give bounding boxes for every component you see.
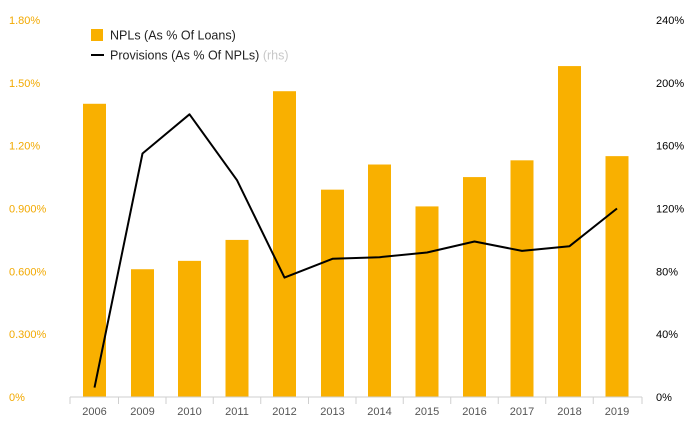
npl-bar bbox=[273, 91, 296, 397]
npl-bar bbox=[463, 177, 486, 397]
npl-bar bbox=[368, 164, 391, 397]
x-tick-label: 2013 bbox=[320, 406, 344, 418]
left-tick-label: 1.50% bbox=[9, 78, 40, 90]
x-tick-label: 2019 bbox=[605, 406, 629, 418]
left-tick-label: 0.600% bbox=[9, 266, 47, 278]
right-tick-label: 80% bbox=[656, 266, 678, 278]
legend-label-npls: NPLs (As % Of Loans) bbox=[110, 29, 236, 43]
x-tick-label: 2011 bbox=[225, 406, 249, 418]
x-axis-ticks: 2006 2009 2010 2011 2012 2013 2014 2015 2016 2017… bbox=[69, 397, 643, 418]
legend-label-provisions-suffix: (rhs) bbox=[263, 49, 289, 63]
left-tick-label: 0.900% bbox=[9, 204, 47, 216]
x-tick-label: 2016 bbox=[462, 406, 486, 418]
npl-bar bbox=[605, 156, 629, 397]
left-tick-label: 1.20% bbox=[9, 141, 40, 153]
x-tick-label: 2012 bbox=[272, 406, 296, 418]
right-tick-label: 120% bbox=[656, 204, 684, 216]
x-tick-label: 2014 bbox=[367, 406, 391, 418]
right-tick-label: 0% bbox=[656, 392, 672, 404]
right-axis-ticks: 0% 40% 80% 120% 160% 200% 240% bbox=[656, 15, 684, 404]
npl-bars bbox=[83, 66, 629, 398]
provisions-line bbox=[93, 113, 618, 388]
legend-label-provisions-name: Provisions (As % Of NPLs) bbox=[110, 49, 259, 63]
npl-bar bbox=[131, 269, 154, 397]
npl-bar bbox=[558, 66, 581, 398]
right-tick-label: 160% bbox=[656, 141, 684, 153]
legend-swatch-npls bbox=[91, 29, 103, 41]
right-tick-label: 40% bbox=[656, 329, 678, 341]
right-tick-label: 240% bbox=[656, 15, 684, 27]
provisions-line-layer bbox=[93, 113, 618, 388]
x-tick-label: 2018 bbox=[557, 406, 581, 418]
npl-bar bbox=[321, 189, 344, 397]
legend: NPLs (As % Of Loans) Provisions (As % Of… bbox=[91, 29, 289, 63]
x-tick-label: 2017 bbox=[510, 406, 534, 418]
npl-bar bbox=[415, 206, 439, 397]
x-tick-label: 2009 bbox=[130, 406, 154, 418]
x-tick-label: 2010 bbox=[177, 406, 201, 418]
left-tick-label: 0% bbox=[9, 392, 25, 404]
npl-bar bbox=[178, 260, 201, 397]
npl-bar bbox=[225, 239, 249, 397]
left-axis-ticks: 0% 0.300% 0.600% 0.900% 1.20% 1.50% 1.80% bbox=[9, 15, 47, 404]
right-tick-label: 200% bbox=[656, 78, 684, 90]
npl-bar bbox=[83, 103, 106, 398]
left-tick-label: 1.80% bbox=[9, 15, 40, 27]
left-tick-label: 0.300% bbox=[9, 329, 47, 341]
npl-bar bbox=[510, 160, 534, 397]
legend-label-provisions: Provisions (As % Of NPLs) (rhs) bbox=[110, 49, 289, 63]
x-tick-label: 2015 bbox=[415, 406, 439, 418]
x-tick-label: 2006 bbox=[82, 406, 106, 418]
